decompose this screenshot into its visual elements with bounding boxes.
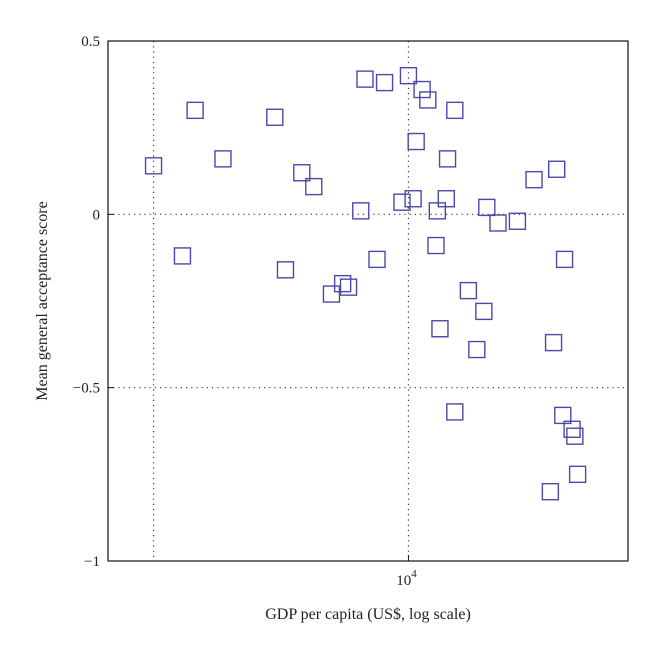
y-tick-label: 0 (93, 207, 101, 223)
data-point (339, 278, 358, 296)
data-point (568, 465, 587, 484)
data-point (375, 73, 394, 92)
data-point (446, 101, 464, 120)
data-point (541, 482, 560, 501)
data-point (459, 281, 478, 300)
data-point (305, 177, 323, 196)
data-point (446, 403, 464, 421)
y-tick-label: −0.5 (73, 381, 100, 397)
data-point (566, 427, 584, 445)
tick-layer: 0.5 0 −0.5 −1 104 (73, 34, 417, 589)
data-point (322, 285, 341, 303)
data-point (428, 202, 447, 220)
data-point (548, 160, 566, 178)
data-point (544, 333, 563, 352)
data-point (293, 164, 311, 182)
data-point (554, 406, 572, 425)
data-point (368, 250, 386, 269)
data-point (427, 236, 445, 255)
data-point (563, 420, 581, 438)
x-tick-label: 104 (396, 568, 417, 589)
plot-frame (107, 40, 629, 562)
y-axis-label: Mean general acceptance score (34, 201, 51, 400)
data-point (419, 91, 437, 109)
data-point (214, 150, 232, 168)
data-point (144, 157, 163, 175)
data-point (413, 80, 431, 99)
data-point (475, 302, 493, 321)
data-point (468, 340, 486, 359)
data-point (431, 320, 449, 338)
data-point (266, 108, 284, 126)
data-point (173, 247, 192, 265)
data-point (333, 274, 352, 293)
data-point (352, 202, 370, 220)
marker-layer (144, 66, 587, 501)
data-point (555, 250, 574, 269)
data-point (508, 212, 527, 230)
data-point (356, 70, 374, 88)
x-tick-exponent: 4 (411, 568, 417, 580)
data-point (478, 198, 496, 217)
data-point (407, 132, 425, 151)
grid-layer (108, 41, 628, 561)
data-point (404, 190, 422, 208)
y-tick-label: −1 (84, 554, 100, 570)
data-point (525, 170, 543, 189)
x-axis-label: GDP per capita (US$, log scale) (265, 606, 471, 623)
y-tick-label: 0.5 (81, 34, 100, 50)
data-point (399, 66, 418, 85)
data-point (437, 190, 456, 208)
x-tick-base: 10 (396, 573, 411, 589)
data-point (438, 150, 457, 168)
data-point (186, 101, 204, 120)
data-point (276, 261, 295, 279)
data-point (393, 193, 411, 211)
data-point (489, 214, 507, 232)
